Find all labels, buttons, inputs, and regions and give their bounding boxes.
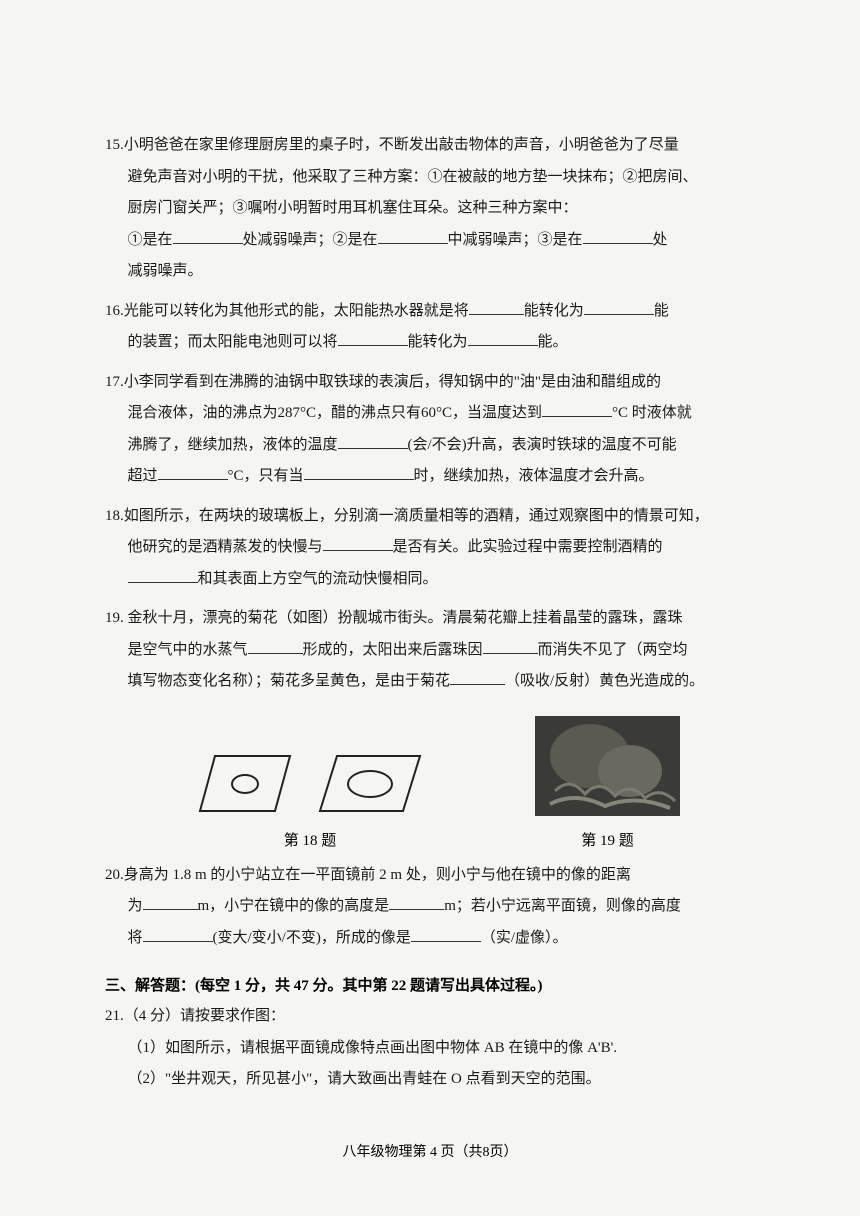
page-footer: 八年级物理第 4 页（共8页） (0, 1141, 860, 1161)
q20-line2b: m，小宁在镜中的像的高度是 (198, 898, 390, 914)
question-19: 19. 金秋十月，漂亮的菊花（如图）扮靓城市街头。清晨菊花瓣上挂着晶莹的露珠，露… (105, 603, 770, 698)
q18-line3: 和其表面上方空气的流动快慢相同。 (198, 571, 438, 587)
fig19-label: 第 19 题 (535, 829, 680, 850)
q19-line2b: 形成的，太阳出来后露珠因 (303, 642, 483, 658)
question-21: 21.（4 分）请按要求作图： （1）如图所示，请根据平面镜成像特点画出图中物体… (105, 1001, 770, 1096)
blank (483, 638, 538, 654)
question-17: 17.小李同学看到在沸腾的油锅中取铁球的表演后，得知锅中的"油"是由油和醋组成的… (105, 367, 770, 493)
blank (389, 894, 444, 910)
q15-line2: 避免声音对小明的干扰，他采取了三种方案：①在被敲的地方垫一块抹布；②把房间、 (105, 169, 698, 185)
blank (143, 894, 198, 910)
glass-plate-2 (315, 746, 425, 821)
blank (143, 926, 213, 942)
blank (542, 401, 612, 417)
q16-line1b: 能转化为 (524, 303, 584, 319)
q17-line2b: °C 时液体就 (612, 405, 692, 421)
q19-line2a: 是空气中的水蒸气 (105, 642, 248, 658)
blank (338, 433, 408, 449)
q16-line1a: 16.光能可以转化为其他形式的能，太阳能热水器就是将 (105, 303, 469, 319)
q15-line5: 减弱噪声。 (105, 263, 203, 279)
question-15: 15.小明爸爸在家里修理厨房里的桌子时，不断发出敲击物体的声音，小明爸爸为了尽量… (105, 130, 770, 288)
blank (583, 228, 653, 244)
q20-line1: 20.身高为 1.8 m 的小宁站立在一平面镜前 2 m 处，则小宁与他在镜中的… (105, 867, 631, 883)
figure-18: 第 18 题 (195, 746, 425, 850)
q21-title: 21.（4 分）请按要求作图： (105, 1008, 285, 1024)
q15-line3: 厨房门窗关严；③嘱咐小明暂时用耳机塞住耳朵。这种三种方案中： (105, 200, 578, 216)
blank (338, 330, 408, 346)
q20-line2a: 为 (105, 898, 143, 914)
q17-line4c: 时，继续加热，液体温度才会升高。 (414, 468, 654, 484)
q21-part2: （2）"坐井观天，所见甚小"，请大致画出青蛙在 O 点看到天空的范围。 (105, 1071, 601, 1087)
question-20: 20.身高为 1.8 m 的小宁站立在一平面镜前 2 m 处，则小宁与他在镜中的… (105, 860, 770, 955)
q17-line4b: °C，只有当 (228, 468, 304, 484)
blank (158, 464, 228, 480)
blank (468, 330, 538, 346)
q19-line1: 19. 金秋十月，漂亮的菊花（如图）扮靓城市街头。清晨菊花瓣上挂着晶莹的露珠，露… (105, 610, 683, 626)
question-18: 18.如图所示，在两块的玻璃板上，分别滴一滴质量相等的酒精，通过观察图中的情景可… (105, 501, 770, 596)
blank (584, 299, 654, 315)
figure-19: 第 19 题 (535, 716, 680, 850)
glass-plate-1 (195, 746, 295, 821)
q18-line1: 18.如图所示，在两块的玻璃板上，分别滴一滴质量相等的酒精，通过观察图中的情景可… (105, 508, 709, 524)
q19-line2c: 而消失不见了（两空均 (538, 642, 688, 658)
fig18-label: 第 18 题 (195, 829, 425, 850)
q21-part1: （1）如图所示，请根据平面镜成像特点画出图中物体 AB 在镜中的像 A'B'. (105, 1040, 617, 1056)
q15-line4b: 处减弱噪声；②是在 (243, 232, 378, 248)
q15-line4d: 处 (653, 232, 668, 248)
question-16: 16.光能可以转化为其他形式的能，太阳能热水器就是将能转化为能 的装置；而太阳能… (105, 296, 770, 359)
q16-line2a: 的装置；而太阳能电池则可以将 (105, 334, 338, 350)
q20-line3b: (变大/变小/不变)，所成的像是 (213, 930, 411, 946)
blank (450, 669, 505, 685)
q19-line3b: （吸收/反射）黄色光造成的。 (505, 673, 704, 689)
q15-line4c: 中减弱噪声；③是在 (448, 232, 583, 248)
q17-line2a: 混合液体，油的沸点为287°C，醋的沸点只有60°C，当温度达到 (105, 405, 542, 421)
q20-line3a: 将 (105, 930, 143, 946)
q20-line3c: （实/虚像）。 (481, 930, 568, 946)
q16-line2c: 能。 (538, 334, 568, 350)
q17-line4a: 超过 (105, 468, 158, 484)
q17-line3b: (会/不会)升高，表演时铁球的温度不可能 (408, 437, 677, 453)
blank (304, 464, 414, 480)
q20-line2c: m；若小宁远离平面镜，则像的高度 (444, 898, 681, 914)
q16-line1c: 能 (654, 303, 669, 319)
q17-line1: 17.小李同学看到在沸腾的油锅中取铁球的表演后，得知锅中的"油"是由油和醋组成的 (105, 374, 661, 390)
blank (411, 926, 481, 942)
q18-line2b: 是否有关。此实验过程中需要控制酒精的 (393, 539, 663, 555)
q15-line1: 15.小明爸爸在家里修理厨房里的桌子时，不断发出敲击物体的声音，小明爸爸为了尽量 (105, 137, 679, 153)
blank (248, 638, 303, 654)
blank (378, 228, 448, 244)
exam-page: 15.小明爸爸在家里修理厨房里的桌子时，不断发出敲击物体的声音，小明爸爸为了尽量… (0, 0, 860, 1216)
blank (323, 535, 393, 551)
q15-line4a: ①是在 (105, 232, 173, 248)
blank (173, 228, 243, 244)
figures-row: 第 18 题 第 19 题 (105, 716, 770, 850)
q17-line3a: 沸腾了，继续加热，液体的温度 (105, 437, 338, 453)
section-3-title: 三、解答题：(每空 1 分，共 47 分。其中第 22 题请写出具体过程。) (105, 974, 770, 995)
blank (469, 299, 524, 315)
q16-line2b: 能转化为 (408, 334, 468, 350)
q19-line3a: 填写物态变化名称）；菊花多呈黄色，是由于菊花 (105, 673, 450, 689)
blank (128, 567, 198, 583)
q18-line2a: 他研究的是酒精蒸发的快慢与 (105, 539, 323, 555)
chrysanthemum-photo (535, 716, 680, 816)
